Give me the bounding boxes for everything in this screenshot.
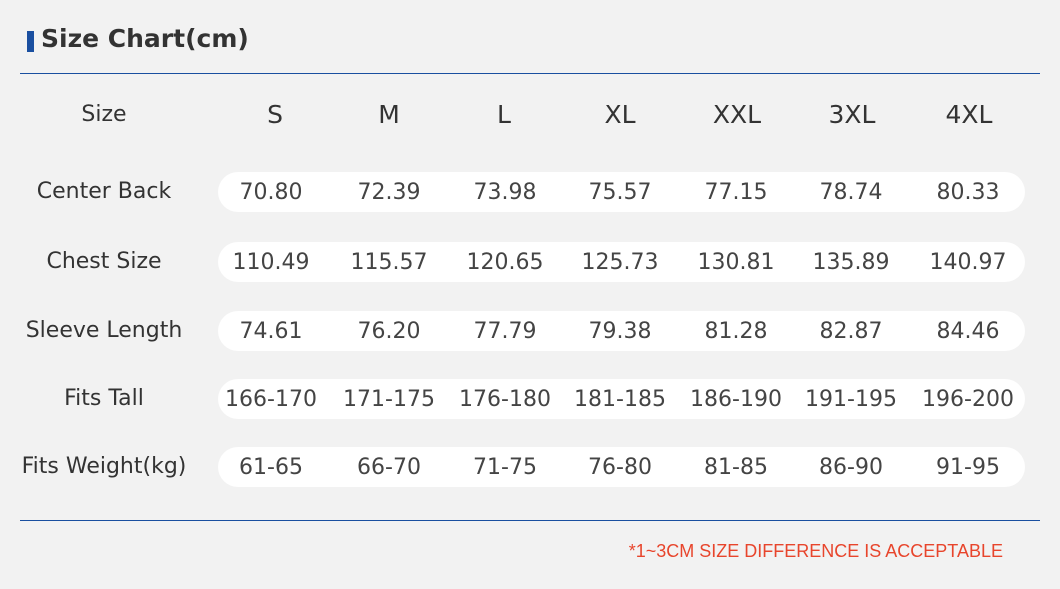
- row-label: Fits Tall: [64, 386, 144, 411]
- table-cell: 61-65: [239, 455, 303, 480]
- table-cell: 84.46: [936, 319, 1000, 344]
- page-title: Size Chart(cm): [41, 24, 249, 53]
- row-label: Center Back: [36, 179, 172, 204]
- table-cell: 81-85: [704, 455, 768, 480]
- table-cell: 176-180: [459, 387, 551, 412]
- table-cell: 81.28: [704, 319, 768, 344]
- table-cell: 77.15: [704, 180, 768, 205]
- size-header-row: Size S M L XL XXL 3XL 4XL: [0, 96, 1060, 136]
- top-divider: [20, 73, 1040, 74]
- table-cell: 135.89: [812, 250, 890, 275]
- table-cell: 74.61: [239, 319, 303, 344]
- row-pill: [218, 242, 1025, 282]
- table-row-fits-tall: Fits Tall 166-170 171-175 176-180 181-18…: [0, 379, 1060, 419]
- title-accent-bar: [27, 31, 34, 52]
- table-cell: 196-200: [922, 387, 1014, 412]
- table-row-center-back: Center Back 70.80 72.39 73.98 75.57 77.1…: [0, 172, 1060, 212]
- bottom-divider: [20, 520, 1040, 521]
- table-cell: 181-185: [574, 387, 666, 412]
- table-cell: 82.87: [819, 319, 883, 344]
- table-cell: 72.39: [357, 180, 421, 205]
- table-cell: 79.38: [588, 319, 652, 344]
- table-cell: 166-170: [225, 387, 317, 412]
- size-head-m: M: [378, 100, 400, 129]
- table-cell: 70.80: [239, 180, 303, 205]
- table-cell: 110.49: [232, 250, 310, 275]
- size-head-4xl: 4XL: [945, 100, 993, 129]
- table-cell: 71-75: [473, 455, 537, 480]
- table-cell: 66-70: [357, 455, 421, 480]
- row-label: Fits Weight(kg): [21, 454, 187, 479]
- table-row-sleeve-length: Sleeve Length 74.61 76.20 77.79 79.38 81…: [0, 311, 1060, 351]
- table-cell: 76.20: [357, 319, 421, 344]
- row-label: Sleeve Length: [25, 318, 183, 343]
- table-cell: 77.79: [473, 319, 537, 344]
- table-cell: 91-95: [936, 455, 1000, 480]
- table-cell: 186-190: [690, 387, 782, 412]
- table-cell: 86-90: [819, 455, 883, 480]
- table-cell: 120.65: [466, 250, 544, 275]
- size-head-xl: XL: [604, 100, 636, 129]
- row-pill: [218, 311, 1025, 351]
- size-tolerance-note: *1~3CM SIZE DIFFERENCE IS ACCEPTABLE: [628, 541, 1003, 561]
- table-cell: 78.74: [819, 180, 883, 205]
- row-label: Chest Size: [46, 249, 162, 274]
- size-head-xxl: XXL: [712, 100, 762, 129]
- row-pill: [218, 379, 1025, 419]
- table-cell: 80.33: [936, 180, 1000, 205]
- row-pill: [218, 447, 1025, 487]
- size-head-s: S: [267, 100, 283, 129]
- table-cell: 130.81: [697, 250, 775, 275]
- table-cell: 75.57: [588, 180, 652, 205]
- table-row-chest-size: Chest Size 110.49 115.57 120.65 125.73 1…: [0, 242, 1060, 282]
- table-cell: 171-175: [343, 387, 435, 412]
- table-cell: 125.73: [581, 250, 659, 275]
- table-cell: 140.97: [929, 250, 1007, 275]
- size-head-l: L: [497, 100, 511, 129]
- table-cell: 73.98: [473, 180, 537, 205]
- table-cell: 191-195: [805, 387, 897, 412]
- row-pill: [218, 172, 1025, 212]
- table-cell: 115.57: [350, 250, 428, 275]
- size-header-label: Size: [81, 102, 127, 127]
- table-row-fits-weight: Fits Weight(kg) 61-65 66-70 71-75 76-80 …: [0, 447, 1060, 487]
- table-cell: 76-80: [588, 455, 652, 480]
- size-head-3xl: 3XL: [828, 100, 876, 129]
